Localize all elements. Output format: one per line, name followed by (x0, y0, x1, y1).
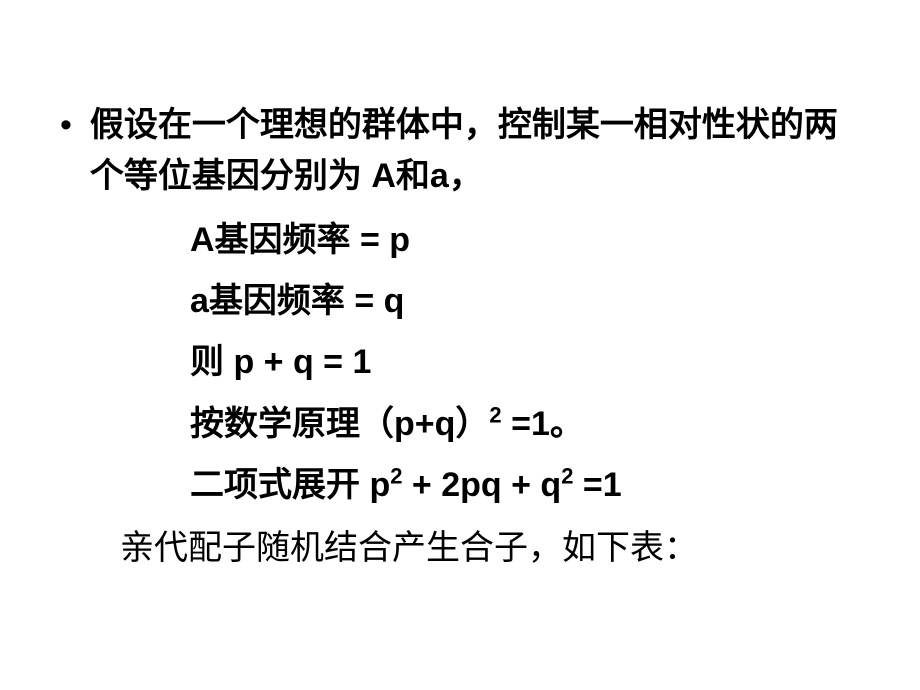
eq4-prefix: 按数学原理（p+q） (190, 405, 489, 443)
equation-line-2: a基因频率 = q (190, 271, 840, 332)
equation-line-1: A基因频率 = p (190, 210, 840, 271)
equation-line-4: 按数学原理（p+q）2 =1。 (190, 394, 840, 455)
bullet-row: • 假设在一个理想的群体中，控制某一相对性状的两个等位基因分别为 A和a， (80, 100, 840, 202)
equation-line-5: 二项式展开 p2 + 2pq + q2 =1 (190, 455, 840, 516)
eq5-sup-1: 2 (390, 463, 402, 488)
eq4-suffix: =1。 (502, 405, 584, 443)
eq4-sup: 2 (489, 402, 501, 427)
eq5-mid: + 2pq + q (402, 466, 561, 504)
bullet-marker: • (60, 100, 72, 151)
equation-line-3: 则 p + q = 1 (190, 332, 840, 393)
eq5-suffix: =1 (573, 466, 621, 504)
eq5-sup-2: 2 (561, 463, 573, 488)
eq5-prefix: 二项式展开 p (190, 466, 390, 504)
final-line: 亲代配子随机结合产生合子，如下表： (120, 522, 840, 576)
equation-block: A基因频率 = p a基因频率 = q 则 p + q = 1 按数学原理（p+… (190, 210, 840, 516)
slide: • 假设在一个理想的群体中，控制某一相对性状的两个等位基因分别为 A和a， A基… (0, 0, 920, 690)
intro-text: 假设在一个理想的群体中，控制某一相对性状的两个等位基因分别为 A和a， (90, 100, 840, 202)
